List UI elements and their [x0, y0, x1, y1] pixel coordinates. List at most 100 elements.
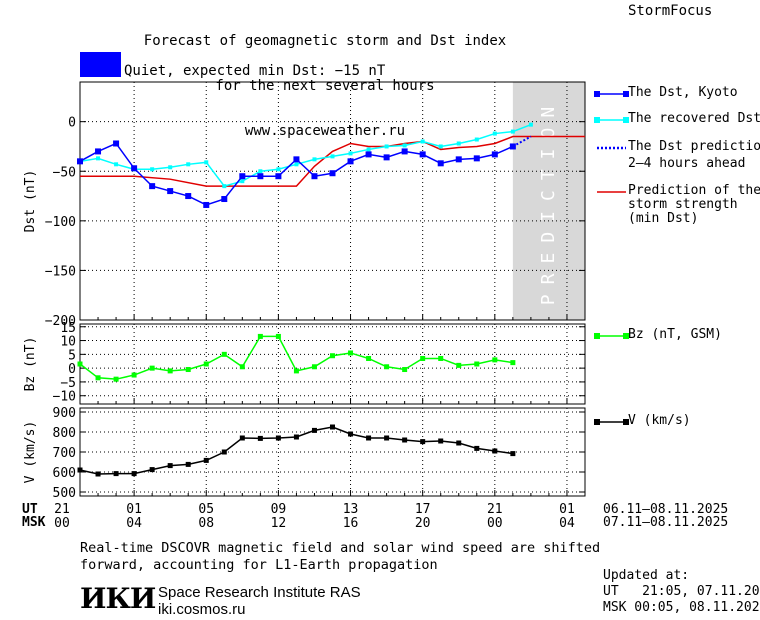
status-text: Quiet, expected min Dst: −15 nT: [124, 63, 386, 79]
bz-point: [95, 375, 101, 381]
bz-point: [384, 364, 390, 370]
dst-recovered-point: [456, 141, 461, 146]
dst-recovered-point: [240, 179, 245, 184]
v-point: [77, 467, 83, 473]
dst-kyoto-point: [419, 151, 426, 158]
bz-point: [131, 372, 137, 378]
dst-recovered-point: [258, 169, 263, 174]
dst-kyoto-point: [239, 173, 246, 180]
bz-point: [366, 355, 372, 361]
v-point: [384, 435, 390, 441]
prediction-label: PREDICTION: [538, 97, 559, 305]
dst-kyoto-point: [77, 158, 83, 165]
v-line: [79, 426, 513, 475]
institute-site[interactable]: iki.cosmos.ru: [158, 601, 246, 618]
bz-point: [239, 364, 245, 370]
dst-kyoto-point: [293, 156, 300, 163]
y-tick-label: −100: [45, 215, 76, 230]
dst-recovered-point: [366, 147, 371, 152]
dst-recovered-point: [222, 184, 227, 189]
dst-kyoto-point: [401, 148, 408, 155]
x-tick-label-msk: 08: [198, 516, 214, 531]
dst-recovered-point: [420, 139, 425, 144]
dst-kyoto-point: [455, 156, 462, 163]
v-point: [510, 451, 516, 457]
bz-point: [402, 367, 408, 373]
dst-prediction-line: [512, 135, 532, 148]
footer-note-1: Real-time DSCOVR magnetic field and sola…: [80, 540, 601, 556]
v-point: [185, 461, 191, 467]
dst-recovered-point: [402, 143, 407, 148]
v-point: [348, 431, 354, 437]
x-tick-label-msk: 04: [559, 516, 575, 531]
dst-recovered-point: [348, 151, 353, 156]
dst-recovered-point: [384, 144, 389, 149]
y-tick-label: 5: [68, 348, 76, 363]
bz-point: [293, 368, 299, 374]
bz-point: [167, 368, 173, 374]
x-tick-label-msk: 12: [271, 516, 287, 531]
v-point: [402, 437, 408, 443]
dst-kyoto-point: [185, 193, 192, 200]
y-axis-label: V (km/s): [23, 421, 38, 484]
legend-dst-recovered: The recovered Dst: [628, 111, 760, 126]
x-tick-label-ut: 17: [415, 502, 431, 517]
dst-recovered-point: [510, 129, 515, 134]
dst-recovered-point: [312, 157, 317, 162]
dst-kyoto-point: [203, 201, 210, 208]
ut-date-range: 06.11–08.11.2025: [603, 502, 729, 517]
legend-dst-prediction-1: The Dst prediction: [628, 139, 760, 154]
brand-name: StormFocus: [628, 3, 713, 19]
legend-v-swatch-marker: [594, 419, 600, 425]
updated-ut: UT 21:05, 07.11.2025: [603, 584, 760, 599]
dst-recovered-point: [168, 165, 173, 170]
bz-point: [77, 361, 83, 367]
dst-kyoto-point: [95, 148, 102, 155]
x-tick-label-msk: 04: [126, 516, 142, 531]
v-point: [456, 440, 462, 446]
x-tick-label-ut: 05: [198, 502, 214, 517]
updated-msk: MSK 00:05, 08.11.2025: [603, 600, 760, 615]
dst-recovered-point: [186, 162, 191, 167]
v-point: [257, 435, 263, 441]
x-tick-label-msk: 20: [415, 516, 431, 531]
bz-point: [185, 367, 191, 373]
legend-dst-recovered-swatch-marker: [594, 117, 600, 123]
v-point: [438, 438, 444, 444]
bz-point: [203, 361, 209, 367]
bz-point: [348, 350, 354, 356]
v-point: [203, 457, 209, 463]
legend-v-swatch-marker: [623, 419, 629, 425]
storm-strength-line: [80, 135, 585, 187]
dst-recovered-point: [294, 162, 299, 167]
iki-logo: ИКИ: [80, 582, 156, 615]
bz-point: [311, 364, 317, 370]
v-point: [474, 445, 480, 451]
y-tick-label: 500: [53, 486, 76, 501]
y-axis-label: Bz (nT): [23, 337, 38, 392]
website-url[interactable]: www.spaceweather.ru: [244, 123, 406, 139]
institute-name: Space Research Institute RAS: [158, 584, 361, 601]
panel-frame: [79, 81, 586, 321]
y-tick-label: −200: [45, 314, 76, 329]
dst-recovered-point: [438, 144, 443, 149]
legend-dst-kyoto: The Dst, Kyoto: [628, 85, 738, 100]
dst-kyoto-point: [257, 173, 264, 180]
dst-kyoto-point: [473, 155, 480, 162]
dst-kyoto-point: [113, 140, 120, 147]
y-tick-label: 900: [53, 406, 76, 421]
v-point: [275, 435, 281, 441]
legend-v: V (km/s): [628, 413, 691, 428]
bz-point: [275, 333, 281, 339]
y-tick-label: 700: [53, 446, 76, 461]
dst-kyoto-point: [437, 160, 444, 167]
bz-point: [330, 353, 335, 359]
v-point: [149, 467, 155, 473]
v-point: [420, 439, 426, 445]
bz-point: [149, 365, 155, 371]
dst-kyoto-point: [491, 151, 498, 158]
v-point: [113, 471, 119, 477]
y-tick-label: 600: [53, 466, 76, 481]
bz-point: [492, 357, 498, 363]
